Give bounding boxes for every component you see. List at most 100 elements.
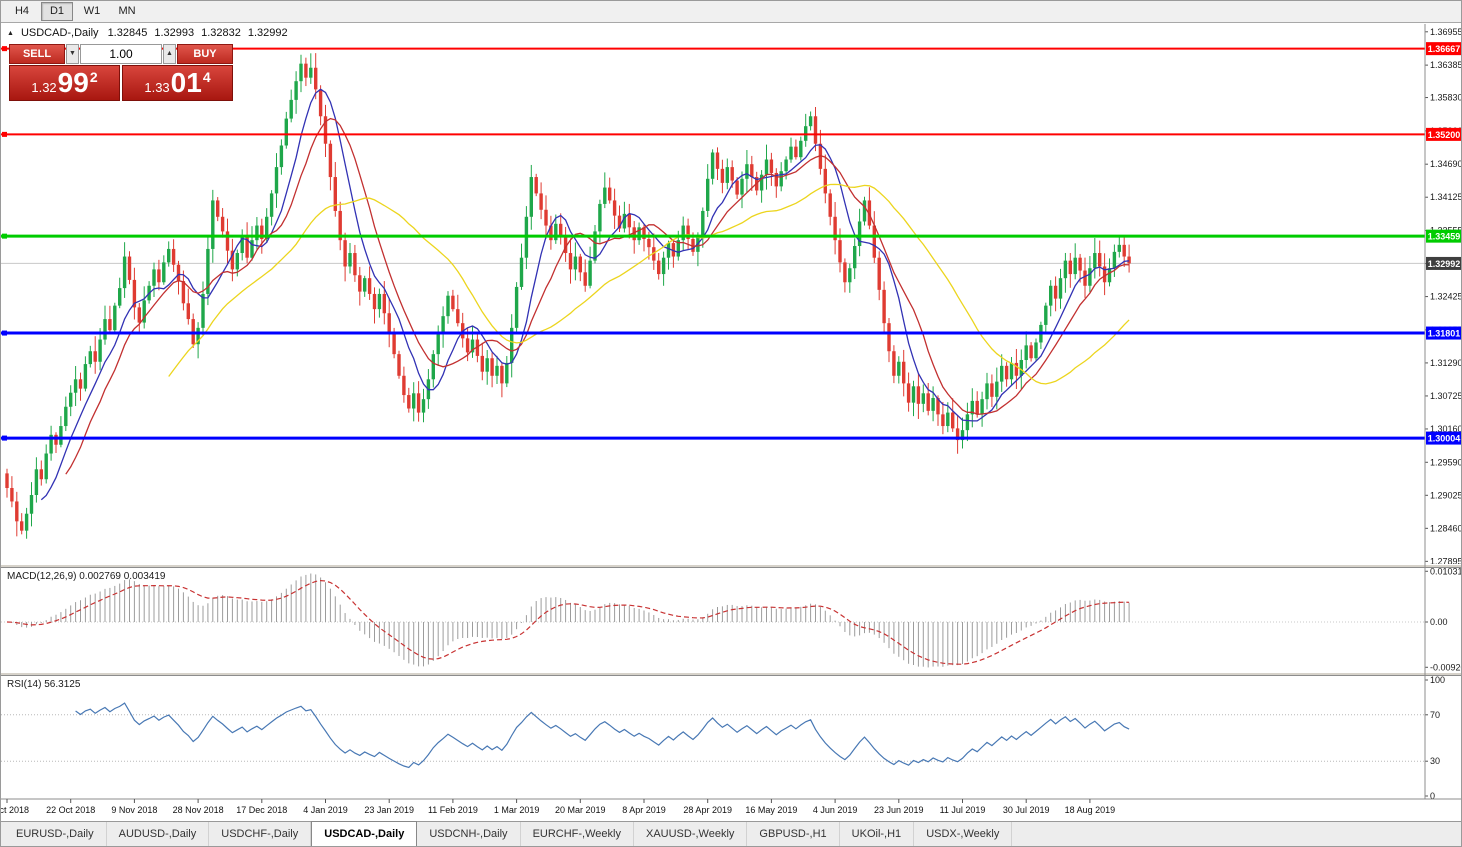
svg-text:1.27895: 1.27895 [1430, 556, 1462, 566]
svg-text:1.31290: 1.31290 [1430, 358, 1462, 368]
sell-price-base: 1.32 [31, 80, 57, 95]
svg-text:1.30004: 1.30004 [1428, 434, 1461, 444]
line-anchor-handle[interactable] [2, 46, 7, 52]
svg-text:28 Apr 2019: 28 Apr 2019 [683, 805, 732, 815]
chart-tab-eurusd-daily[interactable]: EURUSD-,Daily [4, 822, 107, 846]
svg-text:1.36667: 1.36667 [1428, 44, 1461, 54]
sell-price-point: 2 [89, 68, 98, 85]
line-anchor-handle[interactable] [2, 233, 7, 239]
svg-text:1.34125: 1.34125 [1430, 192, 1462, 202]
timeframe-button-w1[interactable]: W1 [76, 2, 108, 21]
ohlc-header: ▲ USDCAD-,Daily 1.32845 1.32993 1.32832 … [7, 27, 288, 39]
svg-text:1.32992: 1.32992 [1428, 259, 1461, 269]
line-anchor-handle[interactable] [2, 435, 7, 441]
chart-tab-usdcad-daily[interactable]: USDCAD-,Daily [311, 821, 418, 846]
volume-input[interactable] [80, 44, 162, 64]
buy-price-pips: 01 [170, 67, 202, 98]
svg-text:17 Dec 2018: 17 Dec 2018 [236, 805, 287, 815]
svg-text:1.30160: 1.30160 [1430, 424, 1462, 434]
volume-increase-button[interactable]: ▲ [163, 44, 176, 64]
chart-tabs-bar: EURUSD-,Daily AUDUSD-,Daily USDCHF-,Daily U… [1, 821, 1461, 846]
svg-text:1.34690: 1.34690 [1430, 159, 1462, 169]
svg-text:16 May 2019: 16 May 2019 [745, 805, 797, 815]
svg-text:1.33459: 1.33459 [1428, 232, 1461, 242]
svg-text:23 Jan 2019: 23 Jan 2019 [364, 805, 414, 815]
svg-text:18 Aug 2019: 18 Aug 2019 [1065, 805, 1116, 815]
macd-signal-line [6, 579, 1130, 665]
svg-text:1.35830: 1.35830 [1430, 93, 1462, 103]
chart-tab-eurchf-weekly[interactable]: EURCHF-,Weekly [521, 822, 634, 846]
timeframe-button-h4[interactable]: H4 [6, 2, 38, 21]
price-badge: 1.35200 [1426, 127, 1461, 141]
ohlc-low: 1.32832 [201, 27, 241, 39]
svg-text:11 Feb 2019: 11 Feb 2019 [428, 805, 478, 815]
ohlc-close: 1.32992 [247, 27, 288, 39]
svg-text:4 Jan 2019: 4 Jan 2019 [303, 805, 348, 815]
volume-decrease-button[interactable]: ▼ [66, 44, 79, 64]
sell-button[interactable]: SELL [9, 44, 65, 64]
svg-text:1.36385: 1.36385 [1430, 60, 1462, 70]
price-chart-canvas[interactable]: 1.369551.363851.358301.352601.346901.341… [1, 24, 1462, 823]
macd-label: MACD(12,26,9) 0.002769 0.003419 [7, 571, 166, 582]
svg-text:1.29025: 1.29025 [1430, 490, 1462, 500]
collapse-panel-icon[interactable]: ▲ [7, 29, 14, 37]
rsi-panel: 100 70 30 0 RSI(14) 56.3125 [1, 675, 1445, 801]
svg-text:0: 0 [1430, 791, 1435, 801]
ohlc-high: 1.32993 [154, 27, 195, 39]
svg-text:8 Apr 2019: 8 Apr 2019 [622, 805, 666, 815]
timeframe-button-mn[interactable]: MN [111, 2, 143, 21]
svg-text:9 Nov 2018: 9 Nov 2018 [111, 805, 157, 815]
svg-text:1.29590: 1.29590 [1430, 457, 1462, 467]
svg-text:1.31801: 1.31801 [1428, 329, 1461, 339]
chart-tab-usdcnh-daily[interactable]: USDCNH-,Daily [417, 822, 521, 846]
svg-text:30 Jul 2019: 30 Jul 2019 [1003, 805, 1050, 815]
rsi-line [75, 702, 1130, 769]
svg-text:0.00: 0.00 [1430, 617, 1448, 627]
panel-splitter[interactable] [1, 672, 1462, 676]
timeframe-toolbar: H4 D1 W1 MN [1, 1, 1461, 23]
svg-text:3 Oct 2018: 3 Oct 2018 [1, 805, 29, 815]
buy-button[interactable]: BUY [177, 44, 233, 64]
sell-price-pips: 99 [57, 67, 89, 98]
chart-tab-xauusd-weekly[interactable]: XAUUSD-,Weekly [634, 822, 748, 846]
svg-text:1.36955: 1.36955 [1430, 27, 1462, 37]
line-anchor-handle[interactable] [2, 330, 7, 336]
sell-price-display[interactable]: 1.32 99 2 [9, 65, 120, 101]
chart-tab-audusd-daily[interactable]: AUDUSD-,Daily [107, 822, 210, 846]
price-badge: 1.36667 [1426, 42, 1461, 56]
price-badge: 1.33459 [1426, 229, 1461, 243]
svg-text:1.35200: 1.35200 [1428, 130, 1461, 140]
svg-text:100: 100 [1430, 675, 1445, 685]
svg-text:30: 30 [1430, 756, 1440, 766]
svg-text:4 Jun 2019: 4 Jun 2019 [813, 805, 858, 815]
timeframe-button-d1[interactable]: D1 [41, 2, 73, 21]
chart-symbol-period: USDCAD-,Daily [20, 27, 99, 39]
svg-text:1.28460: 1.28460 [1430, 523, 1462, 533]
ohlc-open: 1.32845 [107, 27, 148, 39]
svg-text:23 Jun 2019: 23 Jun 2019 [874, 805, 924, 815]
svg-text:-0.009203: -0.009203 [1430, 662, 1462, 672]
chart-tab-ukoil-h1[interactable]: UKOil-,H1 [840, 822, 915, 846]
chart-tab-gbpusd-h1[interactable]: GBPUSD-,H1 [747, 822, 840, 846]
price-badge: 1.30004 [1426, 431, 1461, 445]
buy-price-display[interactable]: 1.33 01 4 [122, 65, 233, 101]
rsi-label: RSI(14) 56.3125 [7, 679, 81, 690]
chart-tab-usdchf-daily[interactable]: USDCHF-,Daily [209, 822, 312, 846]
svg-text:1.32425: 1.32425 [1430, 292, 1462, 302]
price-badge: 1.31801 [1426, 326, 1461, 340]
svg-text:1 Mar 2019: 1 Mar 2019 [494, 805, 540, 815]
price-badge: 1.32992 [1426, 256, 1461, 270]
panel-splitter[interactable] [1, 564, 1462, 568]
svg-text:0.010311: 0.010311 [1430, 566, 1462, 576]
line-anchor-handle[interactable] [2, 131, 7, 137]
svg-text:11 Jul 2019: 11 Jul 2019 [940, 805, 986, 815]
moving-average-13 [65, 117, 1130, 475]
chart-tab-usdx-weekly[interactable]: USDX-,Weekly [914, 822, 1013, 846]
svg-text:28 Nov 2018: 28 Nov 2018 [173, 805, 224, 815]
svg-text:1.30725: 1.30725 [1430, 391, 1462, 401]
svg-text:22 Oct 2018: 22 Oct 2018 [46, 805, 95, 815]
macd-panel: 0.010311 0.00 -0.009203 MACD(12,26,9) 0.002… [1, 566, 1462, 672]
chart-area: 1.369551.363851.358301.352601.346901.341… [1, 24, 1462, 823]
